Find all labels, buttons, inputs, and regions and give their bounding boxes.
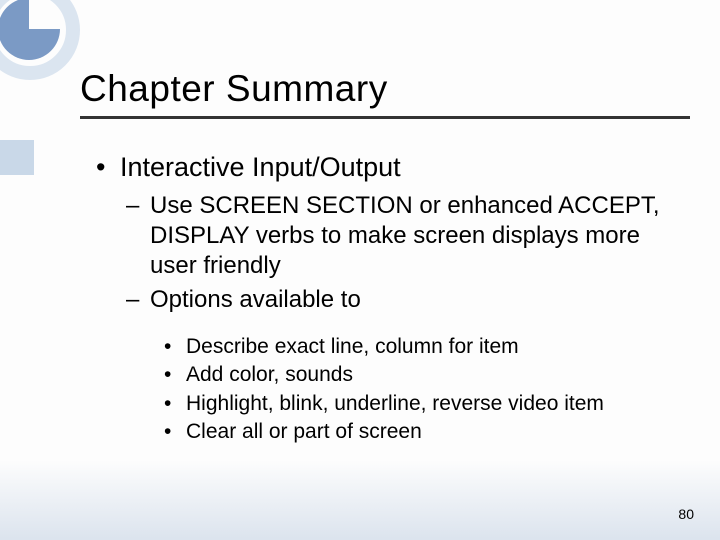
bullet-lvl2: – Use SCREEN SECTION or enhanced ACCEPT,… (126, 191, 680, 281)
title-area: Chapter Summary (80, 68, 690, 119)
bullet-lvl1: • Interactive Input/Output (96, 152, 680, 183)
content-area: • Interactive Input/Output – Use SCREEN … (96, 152, 680, 446)
left-accent-block (0, 140, 34, 175)
slide-title: Chapter Summary (80, 68, 690, 110)
bullet-marker: • (164, 333, 174, 361)
page-number: 80 (678, 506, 694, 522)
bullet-marker: • (164, 418, 174, 446)
bullet-marker: • (164, 361, 174, 389)
bullet-marker: – (126, 285, 142, 315)
bullet-lvl3: • Add color, sounds (164, 361, 680, 389)
bullet-lvl3: • Clear all or part of screen (164, 418, 680, 446)
bullet-marker: – (126, 191, 142, 281)
title-underline (80, 116, 690, 119)
bullet-lvl3: • Highlight, blink, underline, reverse v… (164, 390, 680, 418)
bullet-lvl3-group: • Describe exact line, column for item •… (164, 333, 680, 446)
bullet-text: Options available to (150, 285, 361, 315)
bullet-marker: • (96, 152, 110, 183)
bullet-text: Highlight, blink, underline, reverse vid… (186, 390, 604, 418)
bottom-gradient (0, 460, 720, 540)
bullet-lvl2: – Options available to (126, 285, 680, 315)
corner-decoration (0, 0, 90, 90)
bullet-text: Add color, sounds (186, 361, 353, 389)
bullet-text: Clear all or part of screen (186, 418, 422, 446)
bullet-text: Describe exact line, column for item (186, 333, 519, 361)
bullet-marker: • (164, 390, 174, 418)
bullet-text: Interactive Input/Output (120, 152, 401, 183)
bullet-lvl3: • Describe exact line, column for item (164, 333, 680, 361)
bullet-text: Use SCREEN SECTION or enhanced ACCEPT, D… (150, 191, 680, 281)
